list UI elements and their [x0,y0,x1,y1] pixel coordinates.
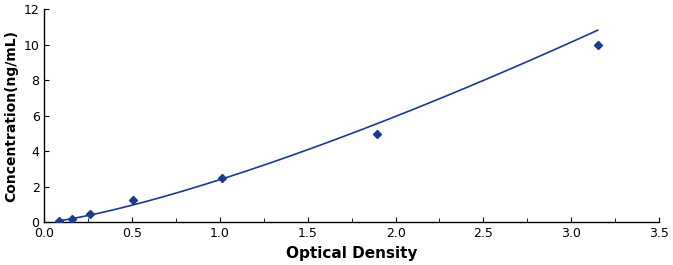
X-axis label: Optical Density: Optical Density [286,246,417,261]
Y-axis label: Concentration(ng/mL): Concentration(ng/mL) [4,30,18,202]
